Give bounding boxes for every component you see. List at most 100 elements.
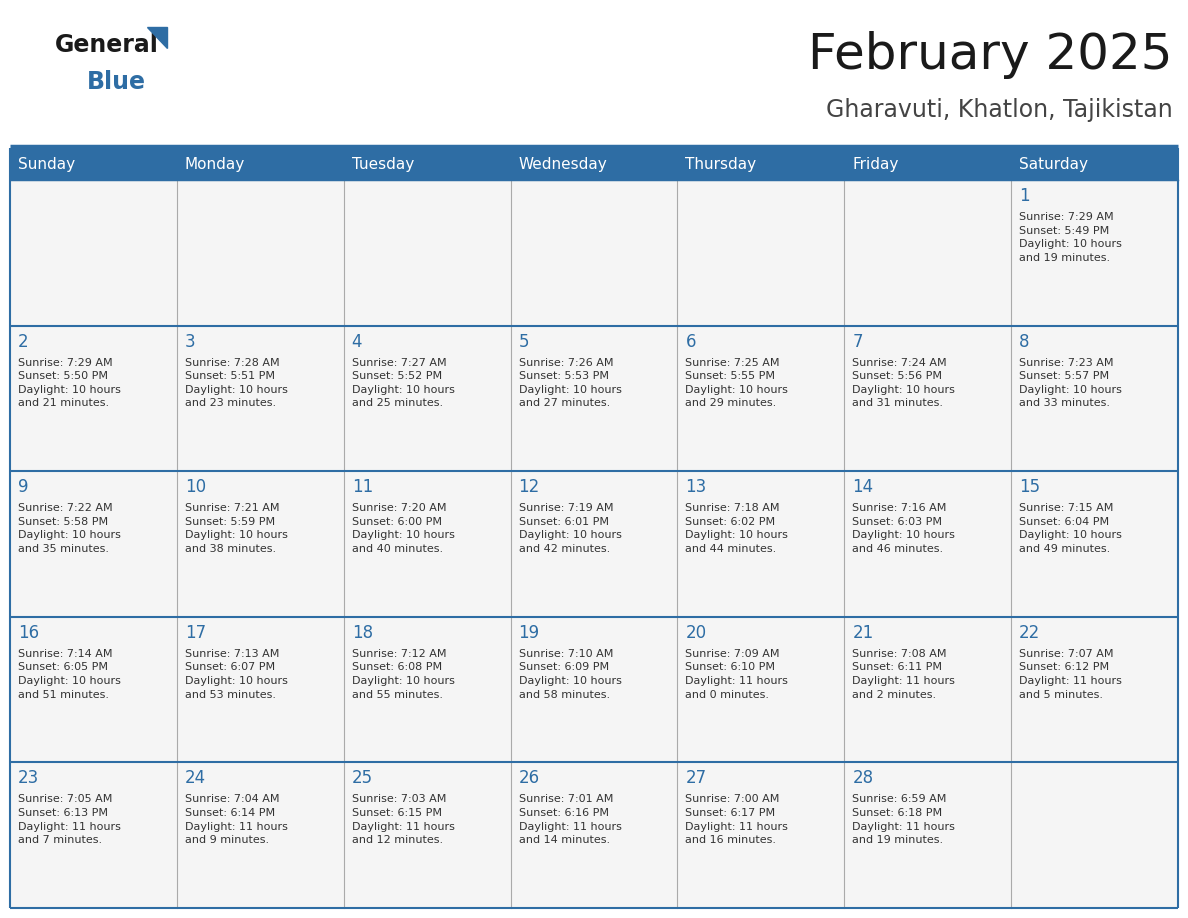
Bar xyxy=(511,763,677,908)
Bar xyxy=(1011,763,1178,908)
Text: 6: 6 xyxy=(685,332,696,351)
Text: Sunday: Sunday xyxy=(18,156,75,172)
Bar xyxy=(343,617,511,763)
Text: Saturday: Saturday xyxy=(1019,156,1088,172)
Bar xyxy=(10,148,1178,180)
Text: Sunrise: 7:10 AM
Sunset: 6:09 PM
Daylight: 10 hours
and 58 minutes.: Sunrise: 7:10 AM Sunset: 6:09 PM Dayligh… xyxy=(519,649,621,700)
Bar xyxy=(177,180,343,326)
Bar xyxy=(1011,617,1178,763)
Text: 28: 28 xyxy=(852,769,873,788)
Text: Sunrise: 7:00 AM
Sunset: 6:17 PM
Daylight: 11 hours
and 16 minutes.: Sunrise: 7:00 AM Sunset: 6:17 PM Dayligh… xyxy=(685,794,789,845)
Bar xyxy=(343,180,511,326)
Text: 25: 25 xyxy=(352,769,373,788)
Text: Sunrise: 7:05 AM
Sunset: 6:13 PM
Daylight: 11 hours
and 7 minutes.: Sunrise: 7:05 AM Sunset: 6:13 PM Dayligh… xyxy=(18,794,121,845)
Text: Sunrise: 7:08 AM
Sunset: 6:11 PM
Daylight: 11 hours
and 2 minutes.: Sunrise: 7:08 AM Sunset: 6:11 PM Dayligh… xyxy=(852,649,955,700)
Text: Sunrise: 7:29 AM
Sunset: 5:49 PM
Daylight: 10 hours
and 19 minutes.: Sunrise: 7:29 AM Sunset: 5:49 PM Dayligh… xyxy=(1019,212,1121,263)
Bar xyxy=(177,471,343,617)
Text: Sunrise: 6:59 AM
Sunset: 6:18 PM
Daylight: 11 hours
and 19 minutes.: Sunrise: 6:59 AM Sunset: 6:18 PM Dayligh… xyxy=(852,794,955,845)
Bar xyxy=(1011,326,1178,471)
Text: 9: 9 xyxy=(18,478,29,497)
Bar xyxy=(177,326,343,471)
Bar xyxy=(511,180,677,326)
Text: Sunrise: 7:22 AM
Sunset: 5:58 PM
Daylight: 10 hours
and 35 minutes.: Sunrise: 7:22 AM Sunset: 5:58 PM Dayligh… xyxy=(18,503,121,554)
Text: 19: 19 xyxy=(519,624,539,642)
Text: Friday: Friday xyxy=(852,156,898,172)
Text: Monday: Monday xyxy=(185,156,245,172)
Text: 2: 2 xyxy=(18,332,29,351)
Text: Sunrise: 7:19 AM
Sunset: 6:01 PM
Daylight: 10 hours
and 42 minutes.: Sunrise: 7:19 AM Sunset: 6:01 PM Dayligh… xyxy=(519,503,621,554)
Text: Gharavuti, Khatlon, Tajikistan: Gharavuti, Khatlon, Tajikistan xyxy=(826,98,1173,122)
Bar xyxy=(177,763,343,908)
Bar xyxy=(10,180,177,326)
Text: Sunrise: 7:12 AM
Sunset: 6:08 PM
Daylight: 10 hours
and 55 minutes.: Sunrise: 7:12 AM Sunset: 6:08 PM Dayligh… xyxy=(352,649,455,700)
Text: General: General xyxy=(55,33,159,57)
Text: Sunrise: 7:29 AM
Sunset: 5:50 PM
Daylight: 10 hours
and 21 minutes.: Sunrise: 7:29 AM Sunset: 5:50 PM Dayligh… xyxy=(18,358,121,409)
Text: Sunrise: 7:18 AM
Sunset: 6:02 PM
Daylight: 10 hours
and 44 minutes.: Sunrise: 7:18 AM Sunset: 6:02 PM Dayligh… xyxy=(685,503,789,554)
Bar xyxy=(177,617,343,763)
Text: Sunrise: 7:21 AM
Sunset: 5:59 PM
Daylight: 10 hours
and 38 minutes.: Sunrise: 7:21 AM Sunset: 5:59 PM Dayligh… xyxy=(185,503,287,554)
Text: 15: 15 xyxy=(1019,478,1041,497)
Bar xyxy=(511,471,677,617)
Bar xyxy=(845,617,1011,763)
Bar xyxy=(677,326,845,471)
Text: 21: 21 xyxy=(852,624,873,642)
Text: Tuesday: Tuesday xyxy=(352,156,413,172)
Bar xyxy=(1011,180,1178,326)
Text: 24: 24 xyxy=(185,769,206,788)
Text: Sunrise: 7:07 AM
Sunset: 6:12 PM
Daylight: 11 hours
and 5 minutes.: Sunrise: 7:07 AM Sunset: 6:12 PM Dayligh… xyxy=(1019,649,1121,700)
Text: February 2025: February 2025 xyxy=(809,31,1173,79)
Text: 12: 12 xyxy=(519,478,539,497)
Text: Sunrise: 7:14 AM
Sunset: 6:05 PM
Daylight: 10 hours
and 51 minutes.: Sunrise: 7:14 AM Sunset: 6:05 PM Dayligh… xyxy=(18,649,121,700)
Bar xyxy=(845,471,1011,617)
Text: Sunrise: 7:01 AM
Sunset: 6:16 PM
Daylight: 11 hours
and 14 minutes.: Sunrise: 7:01 AM Sunset: 6:16 PM Dayligh… xyxy=(519,794,621,845)
Bar xyxy=(10,617,177,763)
Text: 5: 5 xyxy=(519,332,529,351)
Text: 16: 16 xyxy=(18,624,39,642)
Text: Sunrise: 7:24 AM
Sunset: 5:56 PM
Daylight: 10 hours
and 31 minutes.: Sunrise: 7:24 AM Sunset: 5:56 PM Dayligh… xyxy=(852,358,955,409)
Text: Sunrise: 7:20 AM
Sunset: 6:00 PM
Daylight: 10 hours
and 40 minutes.: Sunrise: 7:20 AM Sunset: 6:00 PM Dayligh… xyxy=(352,503,455,554)
Text: 7: 7 xyxy=(852,332,862,351)
Bar xyxy=(845,763,1011,908)
Text: 18: 18 xyxy=(352,624,373,642)
Bar xyxy=(677,617,845,763)
Text: 14: 14 xyxy=(852,478,873,497)
Text: 27: 27 xyxy=(685,769,707,788)
Text: 1: 1 xyxy=(1019,187,1030,205)
Text: Sunrise: 7:28 AM
Sunset: 5:51 PM
Daylight: 10 hours
and 23 minutes.: Sunrise: 7:28 AM Sunset: 5:51 PM Dayligh… xyxy=(185,358,287,409)
Text: 3: 3 xyxy=(185,332,196,351)
Text: Sunrise: 7:25 AM
Sunset: 5:55 PM
Daylight: 10 hours
and 29 minutes.: Sunrise: 7:25 AM Sunset: 5:55 PM Dayligh… xyxy=(685,358,789,409)
Text: 8: 8 xyxy=(1019,332,1030,351)
Bar xyxy=(511,326,677,471)
Bar xyxy=(10,471,177,617)
Text: Thursday: Thursday xyxy=(685,156,757,172)
Text: Sunrise: 7:09 AM
Sunset: 6:10 PM
Daylight: 11 hours
and 0 minutes.: Sunrise: 7:09 AM Sunset: 6:10 PM Dayligh… xyxy=(685,649,789,700)
Text: 20: 20 xyxy=(685,624,707,642)
Text: Sunrise: 7:23 AM
Sunset: 5:57 PM
Daylight: 10 hours
and 33 minutes.: Sunrise: 7:23 AM Sunset: 5:57 PM Dayligh… xyxy=(1019,358,1121,409)
Text: 10: 10 xyxy=(185,478,206,497)
Text: 11: 11 xyxy=(352,478,373,497)
Text: Sunrise: 7:13 AM
Sunset: 6:07 PM
Daylight: 10 hours
and 53 minutes.: Sunrise: 7:13 AM Sunset: 6:07 PM Dayligh… xyxy=(185,649,287,700)
Bar xyxy=(677,763,845,908)
Polygon shape xyxy=(147,27,168,48)
Text: Sunrise: 7:16 AM
Sunset: 6:03 PM
Daylight: 10 hours
and 46 minutes.: Sunrise: 7:16 AM Sunset: 6:03 PM Dayligh… xyxy=(852,503,955,554)
Bar xyxy=(845,326,1011,471)
Text: 17: 17 xyxy=(185,624,206,642)
Bar xyxy=(677,180,845,326)
Text: 22: 22 xyxy=(1019,624,1041,642)
Bar xyxy=(677,471,845,617)
Text: Blue: Blue xyxy=(87,70,146,94)
Bar xyxy=(1011,471,1178,617)
Bar xyxy=(10,763,177,908)
Text: Sunrise: 7:27 AM
Sunset: 5:52 PM
Daylight: 10 hours
and 25 minutes.: Sunrise: 7:27 AM Sunset: 5:52 PM Dayligh… xyxy=(352,358,455,409)
Bar xyxy=(343,326,511,471)
Text: Sunrise: 7:15 AM
Sunset: 6:04 PM
Daylight: 10 hours
and 49 minutes.: Sunrise: 7:15 AM Sunset: 6:04 PM Dayligh… xyxy=(1019,503,1121,554)
Text: 4: 4 xyxy=(352,332,362,351)
Text: Sunrise: 7:04 AM
Sunset: 6:14 PM
Daylight: 11 hours
and 9 minutes.: Sunrise: 7:04 AM Sunset: 6:14 PM Dayligh… xyxy=(185,794,287,845)
Bar xyxy=(845,180,1011,326)
Text: Sunrise: 7:26 AM
Sunset: 5:53 PM
Daylight: 10 hours
and 27 minutes.: Sunrise: 7:26 AM Sunset: 5:53 PM Dayligh… xyxy=(519,358,621,409)
Bar xyxy=(343,471,511,617)
Bar xyxy=(10,326,177,471)
Text: 13: 13 xyxy=(685,478,707,497)
Text: 23: 23 xyxy=(18,769,39,788)
Bar xyxy=(343,763,511,908)
